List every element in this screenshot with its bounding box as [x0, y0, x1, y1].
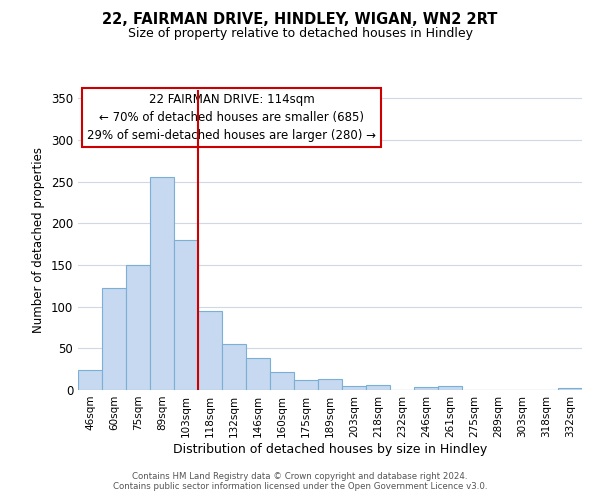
- Bar: [414, 386, 438, 390]
- Bar: [294, 380, 318, 390]
- Text: Contains public sector information licensed under the Open Government Licence v3: Contains public sector information licen…: [113, 482, 487, 491]
- Text: Size of property relative to detached houses in Hindley: Size of property relative to detached ho…: [128, 28, 473, 40]
- Bar: [366, 385, 390, 390]
- X-axis label: Distribution of detached houses by size in Hindley: Distribution of detached houses by size …: [173, 442, 487, 456]
- Bar: [558, 388, 582, 390]
- Bar: [438, 386, 462, 390]
- Text: 22 FAIRMAN DRIVE: 114sqm
← 70% of detached houses are smaller (685)
29% of semi-: 22 FAIRMAN DRIVE: 114sqm ← 70% of detach…: [87, 93, 376, 142]
- Bar: [78, 370, 102, 390]
- Text: Contains HM Land Registry data © Crown copyright and database right 2024.: Contains HM Land Registry data © Crown c…: [132, 472, 468, 481]
- Bar: [198, 311, 222, 390]
- Bar: [126, 265, 150, 390]
- Bar: [342, 386, 366, 390]
- Bar: [174, 240, 198, 390]
- Bar: [102, 288, 126, 390]
- Bar: [246, 358, 270, 390]
- Y-axis label: Number of detached properties: Number of detached properties: [32, 147, 46, 333]
- Text: 22, FAIRMAN DRIVE, HINDLEY, WIGAN, WN2 2RT: 22, FAIRMAN DRIVE, HINDLEY, WIGAN, WN2 2…: [103, 12, 497, 28]
- Bar: [222, 344, 246, 390]
- Bar: [318, 379, 342, 390]
- Bar: [270, 372, 294, 390]
- Bar: [150, 176, 174, 390]
